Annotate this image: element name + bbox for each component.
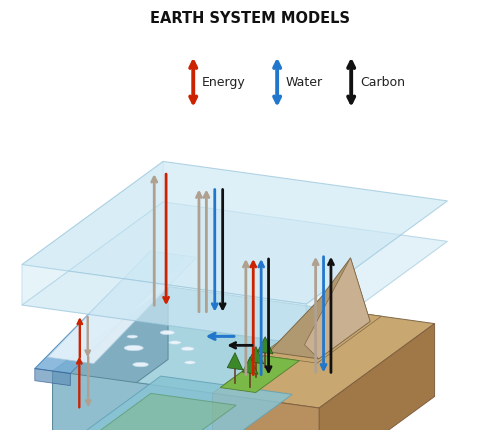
Polygon shape — [220, 355, 300, 392]
Polygon shape — [22, 162, 163, 305]
Polygon shape — [248, 346, 264, 364]
Ellipse shape — [169, 341, 181, 344]
Ellipse shape — [181, 347, 194, 351]
Polygon shape — [212, 309, 434, 408]
Polygon shape — [86, 393, 236, 433]
Polygon shape — [269, 258, 370, 359]
Polygon shape — [212, 393, 319, 433]
Polygon shape — [71, 376, 292, 433]
Ellipse shape — [133, 362, 148, 367]
Polygon shape — [304, 258, 370, 359]
Polygon shape — [52, 287, 168, 433]
Text: Water: Water — [286, 76, 323, 89]
Polygon shape — [35, 368, 70, 386]
Polygon shape — [52, 287, 364, 398]
Ellipse shape — [160, 330, 174, 335]
Polygon shape — [48, 251, 197, 364]
Polygon shape — [227, 352, 243, 370]
Text: EARTH SYSTEM MODELS: EARTH SYSTEM MODELS — [150, 11, 350, 26]
Polygon shape — [22, 162, 448, 304]
Polygon shape — [52, 371, 248, 433]
Polygon shape — [35, 252, 186, 373]
Ellipse shape — [127, 335, 138, 338]
Polygon shape — [260, 308, 382, 363]
Polygon shape — [22, 265, 306, 345]
Ellipse shape — [184, 361, 196, 364]
Polygon shape — [22, 202, 448, 345]
Text: Energy: Energy — [202, 76, 246, 89]
Text: Carbon: Carbon — [360, 76, 405, 89]
Polygon shape — [242, 357, 258, 374]
Ellipse shape — [124, 345, 143, 351]
Polygon shape — [319, 323, 434, 433]
Polygon shape — [258, 337, 273, 354]
